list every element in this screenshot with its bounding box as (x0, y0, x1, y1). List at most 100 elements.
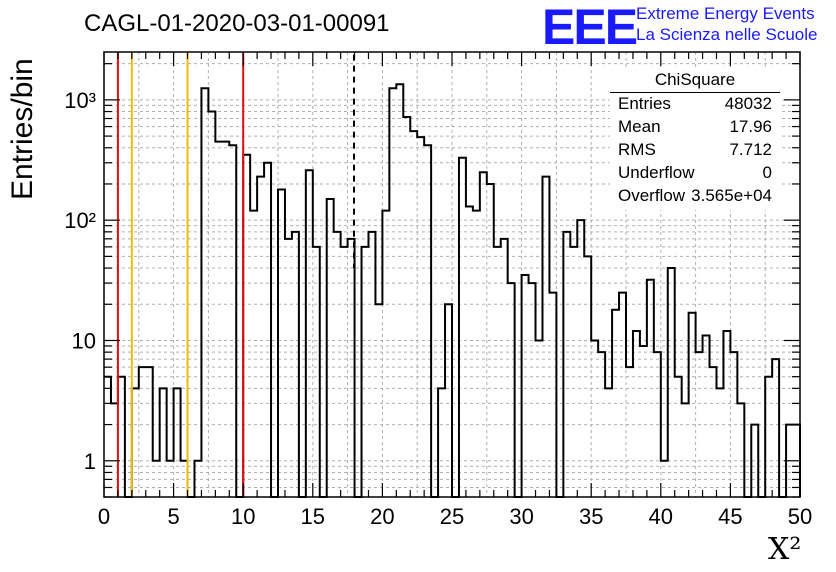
y-tick-label: 10² (64, 208, 96, 233)
histogram-bin (598, 352, 605, 497)
stats-key: Mean (618, 117, 661, 136)
histogram-bin (605, 388, 612, 497)
histogram-bin (549, 293, 556, 497)
histogram-bin (375, 304, 382, 497)
histogram-bin (480, 172, 487, 497)
stats-key: Underflow (618, 163, 695, 182)
histogram-bin (640, 346, 647, 497)
histogram-bin (710, 367, 717, 497)
chart-title: CAGL-01-2020-03-01-00091 (84, 10, 390, 37)
histogram-bin (723, 331, 730, 497)
histogram-bin (306, 170, 313, 497)
x-tick-label: 25 (440, 504, 464, 529)
stats-value: 3.565e+04 (691, 186, 772, 205)
y-tick-label: 1 (84, 449, 96, 474)
histogram-bin (132, 388, 139, 497)
histogram-bin (327, 199, 334, 497)
stats-row-overflow: Overflow 3.565e+04 (618, 186, 772, 208)
histogram-bin (563, 232, 570, 497)
logo-line-1: Extreme Energy Events (636, 4, 815, 23)
histogram-bin (459, 158, 466, 497)
histogram-bin (473, 211, 480, 497)
histogram-bin (229, 145, 236, 497)
histogram-bin (257, 177, 264, 497)
histogram-bin (654, 352, 661, 497)
stats-row-underflow: Underflow 0 (618, 163, 772, 185)
histogram-bin (362, 247, 369, 497)
histogram-bin (396, 84, 403, 497)
x-tick-label: 15 (301, 504, 325, 529)
histogram-bin (389, 88, 396, 497)
histogram-bin (445, 304, 452, 497)
histogram-bin (403, 117, 410, 497)
histogram-bin (341, 247, 348, 497)
histogram-bin (682, 403, 689, 497)
histogram-bin (703, 336, 710, 497)
stats-value: 0 (762, 163, 772, 182)
x-axis-label: X² (768, 532, 802, 567)
histogram-bin (348, 239, 355, 497)
logo-line-2: La Scienza nelle Scuole (636, 25, 818, 44)
x-tick-label: 50 (788, 504, 812, 529)
histogram-bin (529, 283, 536, 497)
y-tick-label: 10³ (64, 88, 96, 113)
histogram-bin (612, 310, 619, 497)
x-tick-label: 0 (98, 504, 110, 529)
histogram-bin (737, 403, 744, 497)
histogram-bin (313, 247, 320, 497)
histogram-bin (508, 283, 515, 497)
histogram-bin (285, 239, 292, 497)
histogram-bin (772, 359, 779, 497)
histogram-bin (668, 268, 675, 497)
histogram-bin (751, 425, 758, 497)
stats-value: 48032 (724, 94, 772, 113)
histogram-bin (494, 247, 501, 497)
histogram-bin (146, 367, 153, 497)
histogram-bin (118, 377, 125, 497)
histogram-bin (591, 340, 598, 497)
histogram-bin (577, 220, 584, 497)
stats-key: Entries (618, 94, 671, 113)
histogram-bin (765, 377, 772, 497)
histogram-bin (160, 388, 167, 497)
histogram-bin (417, 137, 424, 497)
histogram-bin (222, 142, 229, 497)
histogram-bin (292, 232, 299, 497)
histogram-bin (661, 461, 668, 497)
stats-key: RMS (618, 140, 656, 159)
histogram-bin (696, 352, 703, 497)
histogram-bin (181, 461, 188, 497)
histogram-bin (368, 232, 375, 497)
histogram-bin (424, 145, 431, 497)
histogram-bin (139, 367, 146, 497)
histogram-bin (584, 256, 591, 497)
histogram-bin (264, 163, 271, 497)
histogram-bin (215, 142, 222, 497)
histogram-bin (716, 388, 723, 497)
histogram-bin (153, 461, 160, 497)
x-tick-label: 45 (718, 504, 742, 529)
y-axis-label: Entries/bin (6, 58, 39, 200)
histogram-bin (250, 211, 257, 497)
stats-value: 17.96 (729, 117, 772, 136)
x-tick-label: 30 (509, 504, 533, 529)
stats-box: ChiSquare Entries 48032 Mean 17.96 RMS 7… (610, 70, 780, 210)
stats-row-mean: Mean 17.96 (618, 117, 772, 139)
histogram-bin (647, 280, 654, 497)
histogram-bin (626, 367, 633, 497)
histogram-bin (730, 352, 737, 497)
histogram-bin (633, 331, 640, 497)
histogram-bin (194, 461, 201, 497)
histogram-bin (410, 131, 417, 497)
histogram-bin (522, 275, 529, 497)
histogram-bin (570, 247, 577, 497)
x-tick-label: 20 (370, 504, 394, 529)
stats-row-rms: RMS 7.712 (618, 140, 772, 162)
histogram-bin (167, 461, 174, 497)
histogram-bin (201, 88, 208, 497)
stats-row-entries: Entries 48032 (618, 94, 772, 116)
histogram-bin (382, 211, 389, 497)
x-tick-label: 5 (167, 504, 179, 529)
x-tick-label: 40 (649, 504, 673, 529)
